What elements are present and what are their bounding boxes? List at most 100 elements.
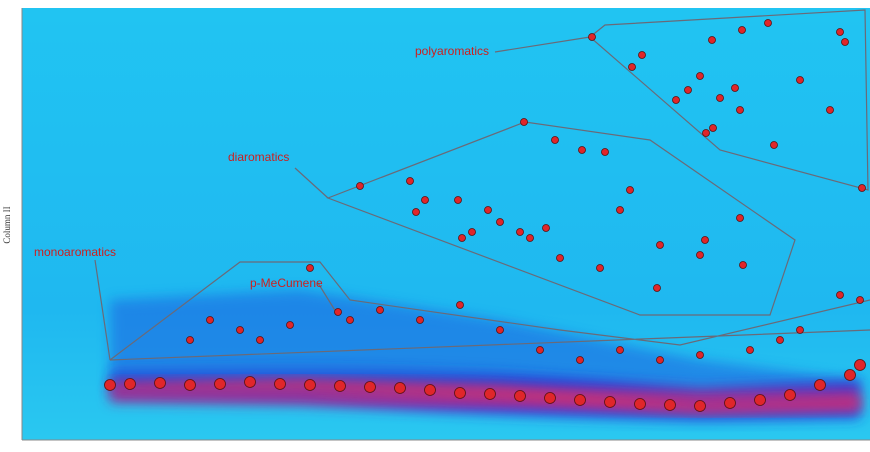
- peak: [207, 317, 214, 324]
- peak: [695, 401, 706, 412]
- annotation: monoaromatics: [34, 245, 116, 259]
- peak: [545, 393, 556, 404]
- peak: [413, 209, 420, 216]
- peak: [710, 125, 717, 132]
- peak: [857, 297, 864, 304]
- peak: [755, 395, 766, 406]
- peak: [771, 142, 778, 149]
- peak: [422, 197, 429, 204]
- peak: [697, 352, 704, 359]
- peak: [485, 389, 496, 400]
- peak: [515, 391, 526, 402]
- peak: [455, 388, 466, 399]
- peak: [543, 225, 550, 232]
- peak: [335, 381, 346, 392]
- peak: [187, 337, 194, 344]
- peak: [737, 215, 744, 222]
- annotation: diaromatics: [228, 150, 289, 164]
- annotation: polyaromatics: [415, 44, 489, 58]
- peak: [617, 207, 624, 214]
- peak: [717, 95, 724, 102]
- peak: [537, 347, 544, 354]
- peak: [245, 377, 256, 388]
- peak: [605, 397, 616, 408]
- peak: [629, 64, 636, 71]
- peak: [425, 385, 436, 396]
- peak: [497, 327, 504, 334]
- peak: [517, 229, 524, 236]
- peak: [842, 39, 849, 46]
- peak: [797, 327, 804, 334]
- peak: [457, 302, 464, 309]
- peak: [185, 380, 196, 391]
- peak: [287, 322, 294, 329]
- y-axis-label: Column II: [2, 206, 12, 243]
- peak: [617, 347, 624, 354]
- peak: [697, 252, 704, 259]
- peak: [497, 219, 504, 226]
- peak: [557, 255, 564, 262]
- peak: [377, 307, 384, 314]
- peak: [859, 185, 866, 192]
- peak: [407, 178, 414, 185]
- peak: [215, 379, 226, 390]
- peak: [395, 383, 406, 394]
- peak: [552, 137, 559, 144]
- peak: [665, 400, 676, 411]
- peak: [657, 242, 664, 249]
- peak: [765, 20, 772, 27]
- peak: [275, 379, 286, 390]
- peak: [417, 317, 424, 324]
- peak: [589, 34, 596, 41]
- peak: [702, 237, 709, 244]
- peak: [635, 399, 646, 410]
- peak: [797, 77, 804, 84]
- peak: [697, 73, 704, 80]
- peak: [739, 27, 746, 34]
- peak: [673, 97, 680, 104]
- peak: [639, 52, 646, 59]
- peak: [257, 337, 264, 344]
- peak: [740, 262, 747, 269]
- page: {"chart_data": {"type": "scatter", "y_la…: [0, 0, 870, 452]
- peak: [709, 37, 716, 44]
- peak: [469, 229, 476, 236]
- peak: [357, 183, 364, 190]
- peak: [703, 130, 710, 137]
- peak: [845, 370, 856, 381]
- peak: [527, 235, 534, 242]
- peak: [579, 147, 586, 154]
- peak: [837, 292, 844, 299]
- peak: [237, 327, 244, 334]
- peak: [365, 382, 376, 393]
- peak: [827, 107, 834, 114]
- peak: [747, 347, 754, 354]
- peak: [125, 379, 136, 390]
- peak: [335, 309, 342, 316]
- peak: [685, 87, 692, 94]
- peak: [575, 395, 586, 406]
- peak: [654, 285, 661, 292]
- peak: [455, 197, 462, 204]
- peak: [577, 357, 584, 364]
- chart: polyaromatics diaromatics monoaromatics …: [0, 0, 870, 452]
- peak: [785, 390, 796, 401]
- peak: [485, 207, 492, 214]
- peak: [725, 398, 736, 409]
- peak: [855, 360, 866, 371]
- peak: [347, 317, 354, 324]
- peak: [737, 107, 744, 114]
- peak: [307, 265, 314, 272]
- peak: [105, 380, 116, 391]
- peak: [777, 337, 784, 344]
- peak: [597, 265, 604, 272]
- peak: [602, 149, 609, 156]
- peak: [815, 380, 826, 391]
- peak: [732, 85, 739, 92]
- peak: [837, 29, 844, 36]
- peak: [155, 378, 166, 389]
- peak: [657, 357, 664, 364]
- peak: [459, 235, 466, 242]
- peak: [305, 380, 316, 391]
- annotation: p-MeCumene: [250, 276, 323, 290]
